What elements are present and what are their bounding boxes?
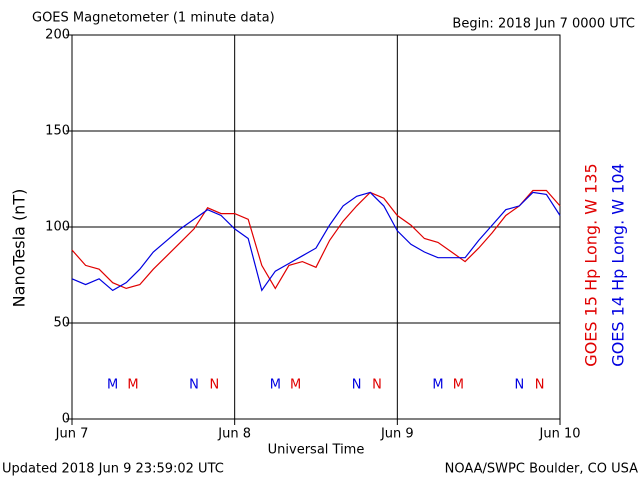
footer-right: NOAA/SWPC Boulder, CO USA [445, 462, 638, 477]
annotation: M [290, 378, 301, 393]
legend-label: GOES 15 Hp Long. W 135 [582, 163, 601, 366]
footer-left: Updated 2018 Jun 9 23:59:02 UTC [2, 462, 224, 477]
x-tick-label: Jun 8 [217, 427, 251, 442]
annotation: N [189, 378, 199, 393]
y-tick-label: 50 [53, 316, 70, 331]
legend-label: GOES 14 Hp Long. W 104 [609, 163, 628, 366]
annotation: M [127, 378, 138, 393]
annotation: M [432, 378, 443, 393]
x-tick-label: Jun 10 [539, 427, 581, 442]
annotation: N [535, 378, 545, 393]
y-tick-label: 100 [45, 220, 70, 235]
annotation: M [107, 378, 118, 393]
chart-subtitle: Begin: 2018 Jun 7 0000 UTC [452, 17, 635, 32]
x-axis-label: Universal Time [268, 443, 365, 458]
annotation: N [514, 378, 524, 393]
annotation: N [209, 378, 219, 393]
y-tick-label: 200 [45, 28, 70, 43]
x-tick-label: Jun 9 [380, 427, 414, 442]
y-tick-label: 0 [62, 412, 70, 427]
chart-title: GOES Magnetometer (1 minute data) [32, 11, 275, 26]
series-line [71, 189, 561, 290]
y-tick-label: 150 [45, 124, 70, 139]
y-axis-label: NanoTesla (nT) [10, 189, 29, 308]
x-tick-label: Jun 7 [55, 427, 89, 442]
annotation: M [453, 378, 464, 393]
series-line [71, 191, 561, 292]
annotation: N [372, 378, 382, 393]
annotation: N [352, 378, 362, 393]
annotation: M [270, 378, 281, 393]
